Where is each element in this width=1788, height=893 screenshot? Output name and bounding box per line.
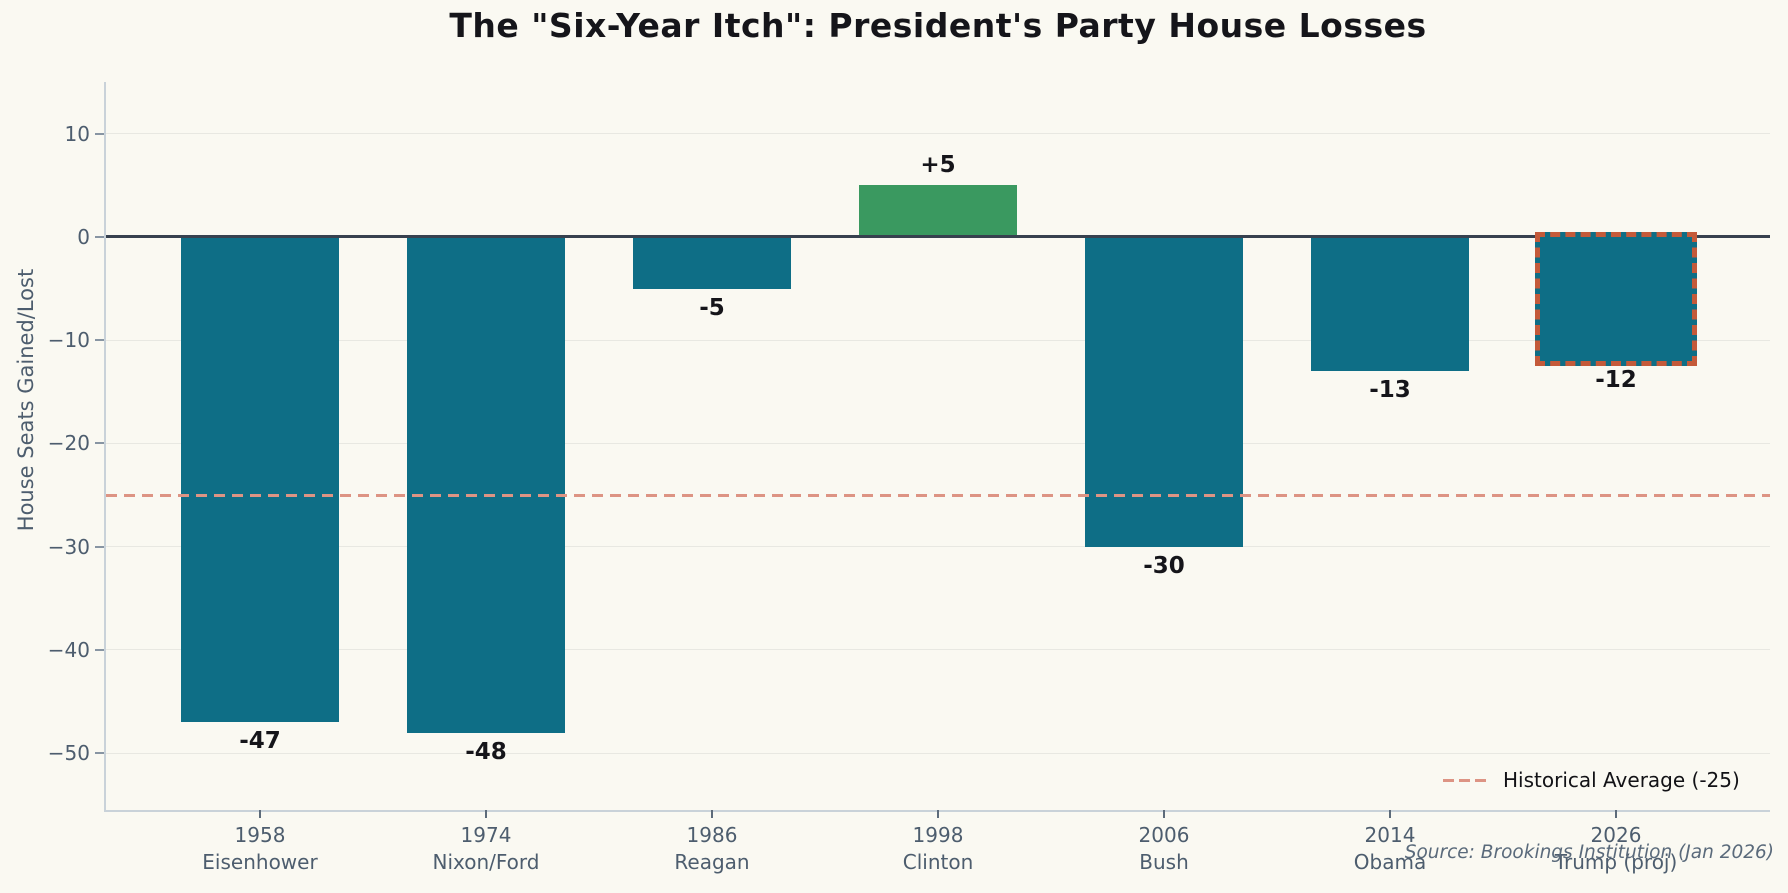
x-tick-year: 1986 <box>686 823 738 847</box>
bar-2014 <box>1311 236 1469 372</box>
x-tick-president: Trump (proj) <box>1554 850 1678 874</box>
bar-1998 <box>859 185 1017 237</box>
bar-value-label: +5 <box>920 152 956 179</box>
legend-dashed-line-sample <box>1443 778 1489 782</box>
y-tick-mark <box>95 648 104 651</box>
x-tick-mark <box>937 810 939 818</box>
x-tick-president: Bush <box>1139 850 1189 874</box>
bar-value-label: -13 <box>1369 377 1411 404</box>
y-tick-mark <box>95 339 104 342</box>
bar-value-label: -47 <box>239 728 281 755</box>
gridline <box>106 752 1770 754</box>
bar-value-label: -48 <box>465 738 507 765</box>
bar-value-label: -30 <box>1143 552 1185 579</box>
y-tick-label: 0 <box>77 224 90 249</box>
y-tick-label: −40 <box>47 637 90 662</box>
x-tick-mark <box>1163 810 1165 818</box>
bar-1974 <box>407 236 565 733</box>
legend: Historical Average (-25) <box>1443 765 1740 795</box>
legend-label: Historical Average (-25) <box>1503 768 1740 792</box>
y-tick-label: −10 <box>47 328 90 353</box>
y-tick-mark <box>95 752 104 755</box>
x-tick-year: 2014 <box>1364 823 1416 847</box>
x-tick-mark <box>711 810 713 818</box>
x-tick-president: Clinton <box>902 850 974 874</box>
x-tick-mark <box>1615 810 1617 818</box>
y-tick-label: −30 <box>47 534 90 559</box>
x-tick-year: 1998 <box>912 823 964 847</box>
y-tick-label: −50 <box>47 741 90 766</box>
chart-title: The "Six-Year Itch": President's Party H… <box>449 6 1427 45</box>
x-tick-mark <box>1389 810 1391 818</box>
x-tick-label-1998: 1998 Clinton <box>818 822 1058 876</box>
y-tick-mark <box>95 442 104 445</box>
y-tick-label: −20 <box>47 431 90 456</box>
x-tick-president: Nixon/Ford <box>432 850 540 874</box>
y-axis-label: House Seats Gained/Lost <box>14 268 38 532</box>
y-tick-mark <box>95 545 104 548</box>
source-note: Source: Brookings Institution (Jan 2026) <box>1404 842 1774 863</box>
x-tick-mark <box>259 810 261 818</box>
gridline <box>106 546 1770 548</box>
bar-1958 <box>181 236 339 723</box>
x-tick-president: Eisenhower <box>202 850 318 874</box>
bar-2026 <box>1535 231 1697 366</box>
y-tick-mark <box>95 235 104 238</box>
x-tick-label-1974: 1974 Nixon/Ford <box>366 822 606 876</box>
left-spine <box>104 82 106 812</box>
x-tick-mark <box>485 810 487 818</box>
x-tick-president: Obama <box>1353 850 1427 874</box>
x-tick-label-1986: 1986 Reagan <box>592 822 832 876</box>
x-tick-year: 1974 <box>460 823 512 847</box>
y-tick-mark <box>95 132 104 135</box>
gridline <box>106 339 1770 341</box>
bar-2006 <box>1085 236 1243 547</box>
bar-value-label: -5 <box>699 294 725 321</box>
x-tick-year: 2026 <box>1590 823 1642 847</box>
historical-average-line <box>106 493 1770 497</box>
bar-value-label: -12 <box>1595 366 1637 393</box>
y-tick-label: 10 <box>64 121 90 146</box>
plot-area: 10 0 −10 −20 −30 −40 −50 -47 1958 Eisenhower -48 19… <box>48 82 1770 874</box>
gridline <box>106 649 1770 651</box>
x-tick-president: Reagan <box>674 850 750 874</box>
x-tick-label-2006: 2006 Bush <box>1044 822 1284 876</box>
gridline <box>106 442 1770 444</box>
x-tick-label-2014: 2014 Obama <box>1270 822 1510 876</box>
zero-axis-line <box>106 235 1770 239</box>
x-tick-label-2026: 2026 Trump (proj) <box>1496 822 1736 876</box>
gridline <box>106 133 1770 135</box>
bar-1986 <box>633 236 791 289</box>
x-tick-year: 2006 <box>1138 823 1190 847</box>
x-tick-year: 1958 <box>234 823 286 847</box>
x-tick-label-1958: 1958 Eisenhower <box>140 822 380 876</box>
